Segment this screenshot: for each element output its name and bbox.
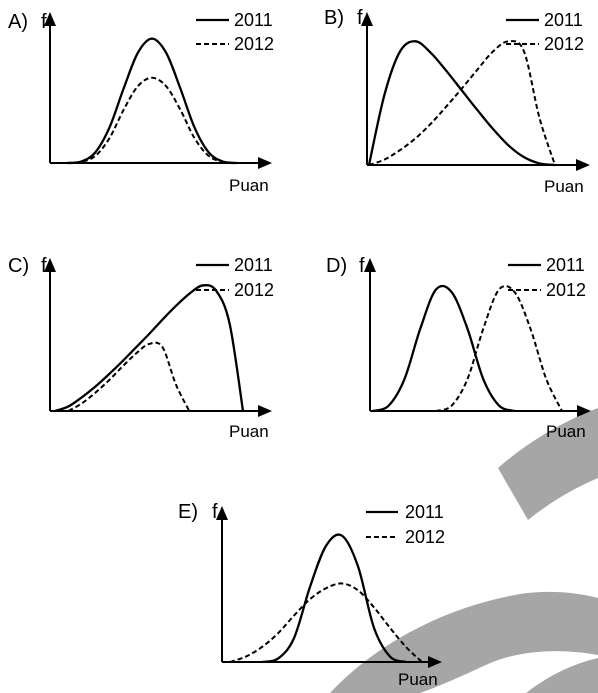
series-line-2011 — [261, 533, 407, 664]
x-axis-label: Puan — [229, 422, 269, 441]
y-axis-label: f — [41, 255, 47, 277]
watermark-arc — [330, 408, 598, 693]
plot-area — [44, 12, 272, 169]
legend: 2011 2012 — [196, 10, 274, 54]
x-axis-label: Puan — [229, 176, 269, 195]
series-line-2012 — [368, 40, 556, 166]
watermark-bottom-arc — [330, 591, 598, 693]
x-axis-label: Puan — [398, 670, 438, 689]
series-line-2012 — [66, 76, 238, 164]
panel-e: E) f Puan 2011 2012 — [178, 501, 445, 689]
legend: 2011 2012 — [196, 255, 274, 300]
option-label: C) — [8, 255, 29, 277]
legend: 2011 2012 — [366, 502, 445, 547]
plot-area — [216, 506, 442, 668]
legend-label-2012: 2012 — [234, 34, 274, 54]
legend-label-2011: 2011 — [234, 10, 273, 30]
option-label: D) — [326, 255, 347, 277]
series-line-2012 — [229, 582, 423, 663]
legend-label-2011: 2011 — [405, 502, 444, 522]
x-axis-label: Puan — [546, 422, 586, 441]
y-axis-label: f — [41, 11, 47, 33]
y-axis-arrow — [216, 506, 228, 520]
x-axis-arrow — [577, 405, 591, 417]
plot-area — [361, 12, 590, 171]
watermark-corner-arc — [526, 658, 598, 693]
watermark-top-arc — [498, 408, 598, 520]
option-label: B) — [324, 7, 344, 29]
panel-c: C) f Puan 2011 2012 — [8, 255, 274, 441]
panel-d: D) f Puan 2011 2012 — [326, 255, 586, 441]
plot-area — [364, 258, 591, 417]
y-axis-label: f — [359, 255, 365, 277]
legend: 2011 2012 — [506, 10, 584, 54]
x-axis-arrow — [428, 656, 442, 668]
y-axis-label: f — [357, 7, 363, 29]
x-axis-arrow — [258, 157, 272, 169]
legend-label-2011: 2011 — [544, 10, 583, 30]
x-axis-label: Puan — [544, 177, 584, 196]
x-axis-arrow — [576, 159, 590, 171]
series-line-2012 — [435, 284, 563, 412]
legend-label-2012: 2012 — [405, 527, 445, 547]
series-line-2011 — [367, 40, 556, 167]
y-axis-arrow — [44, 12, 56, 26]
x-axis-arrow — [258, 405, 272, 417]
series-line-2012 — [67, 341, 191, 412]
panel-b: B) f Puan 2011 2012 — [324, 7, 584, 196]
series-line-2011 — [66, 37, 238, 165]
option-label: A) — [8, 11, 28, 33]
legend-label-2011: 2011 — [234, 255, 273, 275]
legend-label-2011: 2011 — [546, 255, 585, 275]
legend-label-2012: 2012 — [234, 280, 274, 300]
legend-label-2012: 2012 — [546, 280, 586, 300]
legend: 2011 2012 — [508, 255, 586, 300]
series-line-2011 — [372, 284, 516, 413]
legend-label-2012: 2012 — [544, 34, 584, 54]
panel-a: A) f Puan 2011 2012 — [8, 10, 274, 195]
y-axis-arrow — [44, 258, 56, 272]
y-axis-arrow — [364, 258, 376, 272]
plot-area — [44, 258, 272, 417]
option-label: E) — [178, 501, 198, 523]
series-line-2011 — [54, 283, 245, 413]
y-axis-arrow — [361, 12, 373, 26]
y-axis-label: f — [212, 501, 218, 523]
